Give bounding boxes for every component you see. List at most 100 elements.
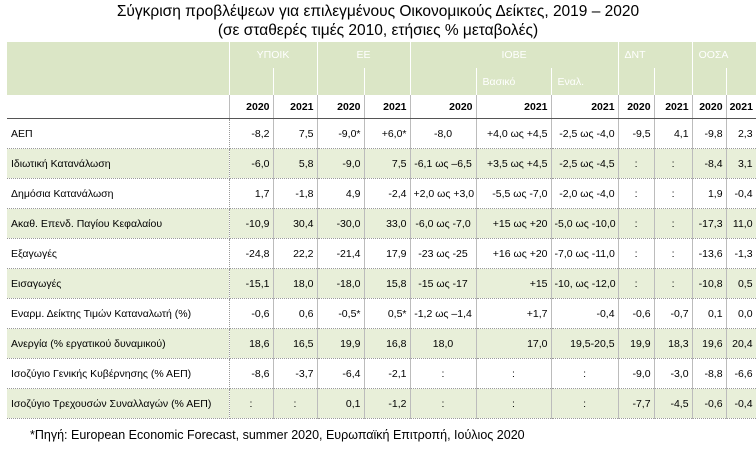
- table-cell: :: [273, 388, 318, 419]
- table-cell: 17,0: [476, 328, 552, 359]
- table-row: Ακαθ. Επενδ. Παγίου Κεφαλαίου -10,9 30,4 -3…: [7, 208, 756, 239]
- table-cell: +15 ως +20: [476, 208, 552, 239]
- table-row: Ανεργία (% εργατικού δυναμικού) 18,6 16,5 1…: [7, 328, 756, 359]
- table-row: Δημόσια Κατανάλωση 1,7 -1,8 4,9 -2,4 +2,0 ως …: [7, 178, 756, 209]
- table-cell: 11,0: [726, 208, 756, 239]
- table-cell: +1,7: [476, 298, 552, 329]
- row-label: Εξαγωγές: [7, 238, 230, 269]
- table-cell: -2,0 ως -4,0: [551, 178, 619, 209]
- group-ee: ΕΕ: [317, 42, 411, 68]
- table-cell: -4,5: [654, 388, 693, 419]
- table-cell: :: [618, 178, 655, 209]
- row-label: Εναρμ. Δείκτης Τιμών Καταναλωτή (%): [7, 298, 230, 329]
- table-cell: 1,9: [692, 178, 727, 209]
- table-cell: 4,1: [654, 118, 693, 149]
- table-cell: -21,4: [317, 238, 365, 269]
- title-block: Σύγκριση προβλέψεων για επιλεγμένους Οικ…: [0, 2, 756, 40]
- table-cell: -18,0: [317, 268, 365, 299]
- table-cell: -9,0: [317, 148, 365, 179]
- table-cell: :: [618, 148, 655, 179]
- table-cell: -0,6: [692, 388, 727, 419]
- table-cell: 7,5: [273, 118, 318, 149]
- table-cell: +4,0 ως +4,5: [476, 118, 552, 149]
- table-cell: 7,5: [364, 148, 411, 179]
- table-cell: -6,0 ως -7,0: [410, 208, 477, 239]
- table-cell: 22,2: [273, 238, 318, 269]
- table-cell: +2,0 ως +3,0: [410, 178, 477, 209]
- table-cell: -0,4: [726, 388, 756, 419]
- table-cell: -15,1: [229, 268, 274, 299]
- year-cell: 2021: [654, 95, 693, 119]
- table-cell: -6,4: [317, 358, 365, 389]
- table-cell: -6,1 ως –6,5: [410, 148, 477, 179]
- table-cell: -8,2: [229, 118, 274, 149]
- table-cell: +16 ως +20: [476, 238, 552, 269]
- table-cell: :: [618, 208, 655, 239]
- table-cell: 1,7: [229, 178, 274, 209]
- table-cell: -0,5*: [317, 298, 365, 329]
- table-cell: -7,7: [618, 388, 655, 419]
- table-cell: 0,6: [273, 298, 318, 329]
- table-cell: :: [654, 238, 693, 269]
- table-row: Εναρμ. Δείκτης Τιμών Καταναλωτή (%) -0,6 0…: [7, 298, 756, 329]
- table-cell: -0,6: [618, 298, 655, 329]
- table-cell: :: [618, 268, 655, 299]
- table-row: Ιδιωτική Κατανάλωση -6,0 5,8 -9,0 7,5 -6,1 ως…: [7, 148, 756, 179]
- table-title: Σύγκριση προβλέψεων για επιλεγμένους Οικ…: [116, 3, 640, 20]
- subgroup-alt: Εναλ.: [551, 68, 619, 95]
- table-cell: -0,4: [551, 298, 619, 329]
- table-cell: -2,4: [364, 178, 411, 209]
- table-row: ΑΕΠ -8,2 7,5 -9,0* +6,0* -8,0 +4,0 ως +4,5 -2,5…: [7, 118, 756, 149]
- row-label: ΑΕΠ: [7, 118, 230, 149]
- table-cell: 19,9: [317, 328, 365, 359]
- year-cell: 2021: [273, 95, 318, 119]
- table-body: ΥΠΟΙΚ ΕΕ ΙΟΒΕ ΔΝΤ ΟΟΣΑ Βασικό Εναλ. 2020…: [7, 42, 756, 419]
- table-cell: 0,1: [317, 388, 365, 419]
- table-cell: 0,1: [692, 298, 727, 329]
- table-cell: 15,8: [364, 268, 411, 299]
- table-cell: -13,6: [692, 238, 727, 269]
- table-cell: -3,7: [273, 358, 318, 389]
- table-cell: -1,2: [364, 388, 411, 419]
- table-row: Ισοζύγιο Τρεχουσών Συναλλαγών (% ΑΕΠ)::0…: [7, 388, 756, 419]
- table-cell: :: [654, 208, 693, 239]
- table-cell: :: [551, 388, 619, 419]
- table-cell: 0,5: [726, 268, 756, 299]
- table-cell: 16,5: [273, 328, 318, 359]
- corner-cell: [7, 42, 230, 68]
- table-cell: :: [551, 358, 619, 389]
- table-cell: -3,0: [654, 358, 693, 389]
- year-cell: 2020: [229, 95, 274, 119]
- row-label: Ισοζύγιο Τρεχουσών Συναλλαγών (% ΑΕΠ): [7, 388, 230, 419]
- table-cell: :: [654, 148, 693, 179]
- table-cell: 3,1: [726, 148, 756, 179]
- table-cell: 2,3: [726, 118, 756, 149]
- table-cell: 18,3: [654, 328, 693, 359]
- table-cell: -9,5: [618, 118, 655, 149]
- table-cell: +3,5 ως +4,5: [476, 148, 552, 179]
- table-cell: -23 ως -25: [410, 238, 477, 269]
- table-cell: -6,0: [229, 148, 274, 179]
- table-row: Εξαγωγές -24,8 22,2 -21,4 17,9 -23 ως -25 +16 …: [7, 238, 756, 269]
- group-iove: ΙΟΒΕ: [410, 42, 619, 68]
- table-cell: -5,0 ως -10,0: [551, 208, 619, 239]
- row-label: Ανεργία (% εργατικού δυναμικού): [7, 328, 230, 359]
- table-cell: :: [410, 388, 477, 419]
- table-cell: -2,1: [364, 358, 411, 389]
- year-cell: 2021: [364, 95, 411, 119]
- year-cell: 2020: [692, 95, 727, 119]
- year-cell: 2020: [410, 95, 477, 119]
- row-label: Δημόσια Κατανάλωση: [7, 178, 230, 209]
- row-label: Εισαγωγές: [7, 268, 230, 299]
- table-cell: +15: [476, 268, 552, 299]
- table-cell: -9,0*: [317, 118, 365, 149]
- table-cell: -2,5 ως -4,0: [551, 118, 619, 149]
- group-dnt: ΔΝΤ: [618, 42, 693, 68]
- table-cell: -30,0: [317, 208, 365, 239]
- table-cell: :: [654, 178, 693, 209]
- table-cell: -9,0: [618, 358, 655, 389]
- row-label: Ιδιωτική Κατανάλωση: [7, 148, 230, 179]
- subgroup-basic: Βασικό: [476, 68, 552, 95]
- table-cell: 33,0: [364, 208, 411, 239]
- table-cell: -10, ως -12,0: [551, 268, 619, 299]
